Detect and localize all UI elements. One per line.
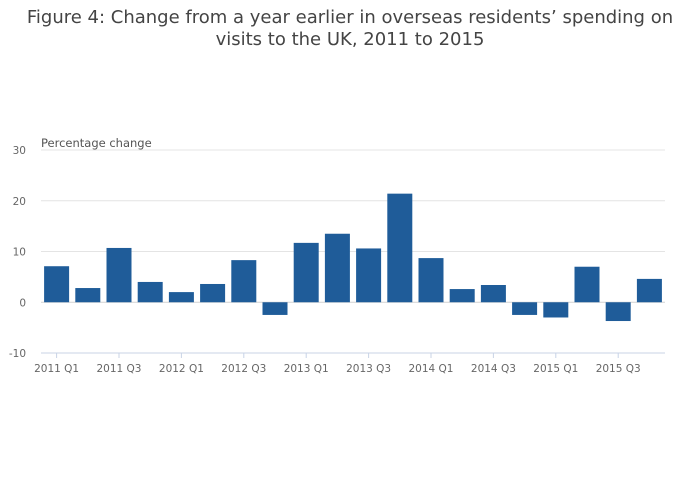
x-tick-label: 2014 Q3 <box>471 363 516 375</box>
bar-2015-q3 <box>605 302 631 322</box>
bar-2014-q4 <box>512 302 538 315</box>
bars <box>44 193 662 322</box>
x-tick-label: 2015 Q1 <box>533 363 578 375</box>
x-tick-label: 2012 Q1 <box>159 363 204 375</box>
x-tick-label: 2015 Q3 <box>596 363 641 375</box>
bar-2012-q2 <box>200 283 226 303</box>
x-tick-label: 2012 Q3 <box>221 363 266 375</box>
x-tick-label: 2011 Q1 <box>34 363 79 375</box>
bar-2012-q3 <box>231 260 257 303</box>
bar-2014-q3 <box>480 285 506 303</box>
bar-2013-q3 <box>356 248 382 303</box>
bar-2013-q4 <box>387 193 413 303</box>
chart-title-line-1: Figure 4: Change from a year earlier in … <box>26 7 674 28</box>
bar-2015-q2 <box>574 266 600 303</box>
y-tick-label: 30 <box>13 145 26 157</box>
bar-2011-q3 <box>106 247 132 303</box>
bar-2015-q4 <box>636 278 662 303</box>
x-tick-label: 2014 Q1 <box>408 363 453 375</box>
chart-title: Figure 4: Change from a year earlier in … <box>0 7 700 51</box>
bar-2011-q2 <box>75 288 101 303</box>
bar-2015-q1 <box>543 302 569 318</box>
chart-title-line-2: visits to the UK, 2011 to 2015 <box>215 29 485 50</box>
x-tick-label: 2013 Q3 <box>346 363 391 375</box>
y-tick-label: 10 <box>13 247 26 259</box>
x-tick-label: 2011 Q3 <box>96 363 141 375</box>
y-axis-label: Percentage change <box>41 136 152 150</box>
axes: -10 0 10 20 30 2011 Q1 2011 Q3 2012 Q1 2012 Q3 20… <box>9 145 665 375</box>
bar-2014-q1 <box>418 258 444 303</box>
bar-2012-q4 <box>262 302 288 315</box>
y-tick-label: 20 <box>13 196 26 208</box>
bar-2014-q2 <box>449 289 475 303</box>
bar-2011-q4 <box>137 281 163 303</box>
x-tick-label: 2013 Q1 <box>284 363 329 375</box>
y-tick-label: -10 <box>9 348 26 360</box>
bar-2012-q1 <box>168 292 194 303</box>
y-tick-label: 0 <box>19 297 26 309</box>
bar-2011-q1 <box>44 266 70 303</box>
bar-2013-q1 <box>293 242 319 303</box>
bar-2013-q2 <box>324 233 350 303</box>
gridlines <box>41 149 665 303</box>
